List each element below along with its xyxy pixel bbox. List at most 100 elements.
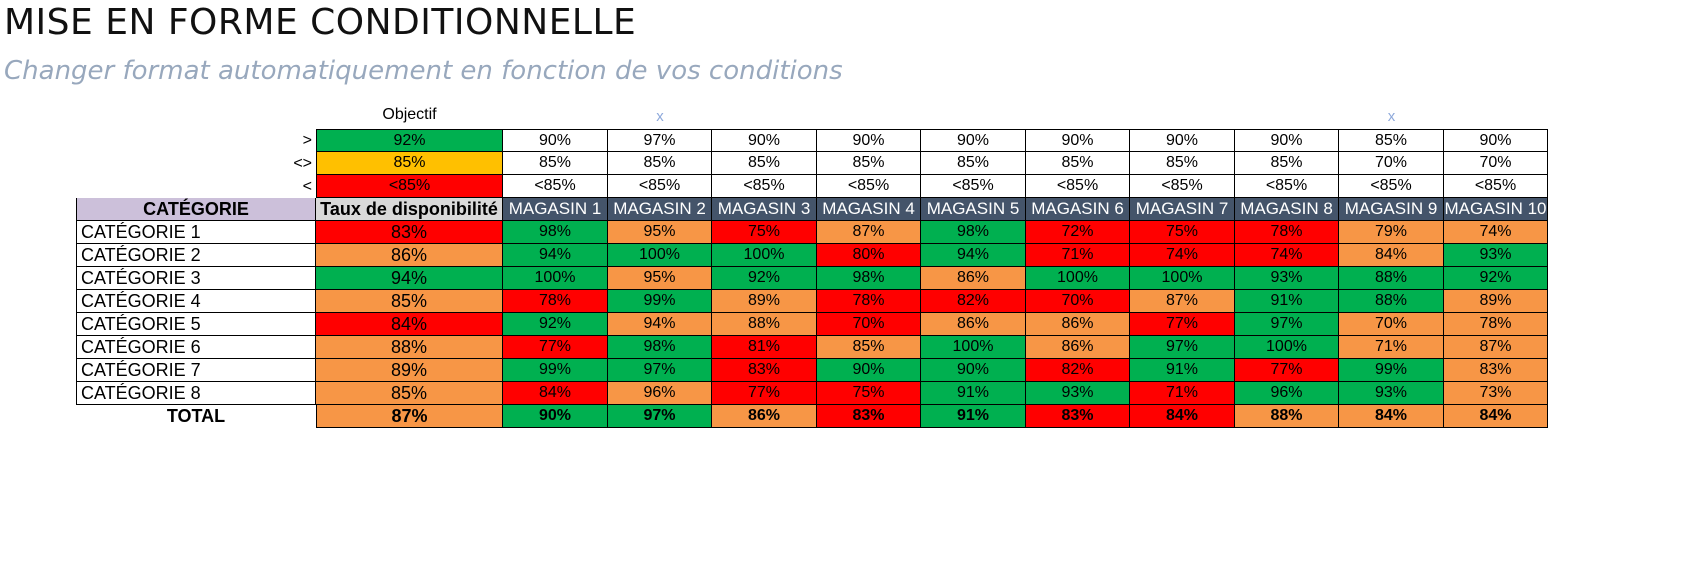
store-threshold[interactable]: 85% — [1339, 129, 1444, 152]
store-value[interactable]: 98% — [608, 336, 712, 359]
store-value[interactable]: 84% — [503, 382, 608, 405]
store-value[interactable]: 84% — [1339, 244, 1444, 267]
store-value[interactable]: 88% — [712, 313, 817, 336]
store-value[interactable]: 81% — [712, 336, 817, 359]
threshold-symbol[interactable]: <> — [293, 154, 312, 172]
threshold-symbol[interactable]: > — [302, 131, 312, 149]
header-store[interactable]: MAGASIN 9 — [1339, 198, 1444, 221]
store-value[interactable]: 75% — [1130, 221, 1235, 244]
store-value[interactable]: 87% — [1444, 336, 1548, 359]
store-value[interactable]: 71% — [1026, 244, 1130, 267]
store-value[interactable]: 75% — [712, 221, 817, 244]
header-category[interactable]: CATÉGORIE — [76, 198, 316, 221]
store-threshold[interactable]: 85% — [817, 152, 921, 175]
store-threshold[interactable]: 85% — [608, 152, 712, 175]
category-name[interactable]: CATÉGORIE 2 — [76, 244, 316, 267]
category-rate[interactable]: 84% — [316, 313, 503, 336]
store-value[interactable]: 82% — [921, 290, 1026, 313]
category-name[interactable]: CATÉGORIE 6 — [76, 336, 316, 359]
total-store-value[interactable]: 88% — [1235, 405, 1339, 428]
header-rate[interactable]: Taux de disponibilité — [316, 198, 503, 221]
category-name[interactable]: CATÉGORIE 7 — [76, 359, 316, 382]
store-threshold[interactable]: <85% — [921, 175, 1026, 198]
header-store[interactable]: MAGASIN 2 — [608, 198, 712, 221]
store-threshold[interactable]: 97% — [608, 129, 712, 152]
store-value[interactable]: 80% — [817, 244, 921, 267]
category-rate[interactable]: 83% — [316, 221, 503, 244]
store-value[interactable]: 70% — [817, 313, 921, 336]
store-threshold[interactable]: 85% — [712, 152, 817, 175]
store-threshold[interactable]: <85% — [712, 175, 817, 198]
store-value[interactable]: 73% — [1444, 382, 1548, 405]
store-value[interactable]: 92% — [503, 313, 608, 336]
header-store[interactable]: MAGASIN 5 — [921, 198, 1026, 221]
store-value[interactable]: 86% — [1026, 313, 1130, 336]
store-value[interactable]: 77% — [712, 382, 817, 405]
store-value[interactable]: 93% — [1026, 382, 1130, 405]
store-threshold[interactable]: 70% — [1339, 152, 1444, 175]
category-rate[interactable]: 85% — [316, 382, 503, 405]
total-store-value[interactable]: 83% — [817, 405, 921, 428]
objective-threshold[interactable]: 85% — [316, 152, 503, 175]
store-threshold[interactable]: <85% — [503, 175, 608, 198]
store-value[interactable]: 75% — [817, 382, 921, 405]
store-value[interactable]: 74% — [1235, 244, 1339, 267]
store-value[interactable]: 85% — [817, 336, 921, 359]
category-rate[interactable]: 88% — [316, 336, 503, 359]
store-value[interactable]: 100% — [1235, 336, 1339, 359]
store-threshold[interactable]: <85% — [1339, 175, 1444, 198]
store-threshold[interactable]: <85% — [1130, 175, 1235, 198]
store-value[interactable]: 79% — [1339, 221, 1444, 244]
store-value[interactable]: 77% — [1235, 359, 1339, 382]
store-threshold[interactable]: 85% — [921, 152, 1026, 175]
store-threshold[interactable]: 90% — [921, 129, 1026, 152]
store-value[interactable]: 86% — [921, 313, 1026, 336]
total-store-value[interactable]: 84% — [1130, 405, 1235, 428]
store-value[interactable]: 89% — [1444, 290, 1548, 313]
store-threshold[interactable]: 90% — [1130, 129, 1235, 152]
store-value[interactable]: 78% — [1235, 221, 1339, 244]
store-value[interactable]: 87% — [817, 221, 921, 244]
header-store[interactable]: MAGASIN 8 — [1235, 198, 1339, 221]
header-store[interactable]: MAGASIN 4 — [817, 198, 921, 221]
store-value[interactable]: 70% — [1026, 290, 1130, 313]
store-threshold[interactable]: <85% — [1235, 175, 1339, 198]
header-store[interactable]: MAGASIN 3 — [712, 198, 817, 221]
store-threshold[interactable]: <85% — [608, 175, 712, 198]
total-store-value[interactable]: 91% — [921, 405, 1026, 428]
header-store[interactable]: MAGASIN 6 — [1026, 198, 1130, 221]
store-value[interactable]: 95% — [608, 221, 712, 244]
store-value[interactable]: 94% — [608, 313, 712, 336]
store-threshold[interactable]: 90% — [1235, 129, 1339, 152]
header-store[interactable]: MAGASIN 10 — [1444, 198, 1548, 221]
store-value[interactable]: 78% — [1444, 313, 1548, 336]
store-value[interactable]: 77% — [1130, 313, 1235, 336]
store-value[interactable]: 91% — [1235, 290, 1339, 313]
store-value[interactable]: 74% — [1130, 244, 1235, 267]
store-value[interactable]: 94% — [503, 244, 608, 267]
store-value[interactable]: 86% — [1026, 336, 1130, 359]
category-name[interactable]: CATÉGORIE 5 — [76, 313, 316, 336]
header-store[interactable]: MAGASIN 1 — [503, 198, 608, 221]
store-value[interactable]: 100% — [1130, 267, 1235, 290]
store-threshold[interactable]: 90% — [712, 129, 817, 152]
header-store[interactable]: MAGASIN 7 — [1130, 198, 1235, 221]
store-value[interactable]: 100% — [1026, 267, 1130, 290]
store-value[interactable]: 90% — [921, 359, 1026, 382]
store-value[interactable]: 97% — [608, 359, 712, 382]
store-value[interactable]: 88% — [1339, 290, 1444, 313]
store-value[interactable]: 91% — [921, 382, 1026, 405]
store-value[interactable]: 95% — [608, 267, 712, 290]
store-value[interactable]: 83% — [712, 359, 817, 382]
store-value[interactable]: 70% — [1339, 313, 1444, 336]
store-value[interactable]: 78% — [503, 290, 608, 313]
objective-threshold[interactable]: 92% — [316, 129, 503, 152]
store-threshold[interactable]: 85% — [503, 152, 608, 175]
store-threshold[interactable]: <85% — [817, 175, 921, 198]
store-value[interactable]: 82% — [1026, 359, 1130, 382]
store-value[interactable]: 88% — [1339, 267, 1444, 290]
store-value[interactable]: 71% — [1339, 336, 1444, 359]
category-rate[interactable]: 85% — [316, 290, 503, 313]
category-name[interactable]: CATÉGORIE 1 — [76, 221, 316, 244]
category-name[interactable]: CATÉGORIE 4 — [76, 290, 316, 313]
